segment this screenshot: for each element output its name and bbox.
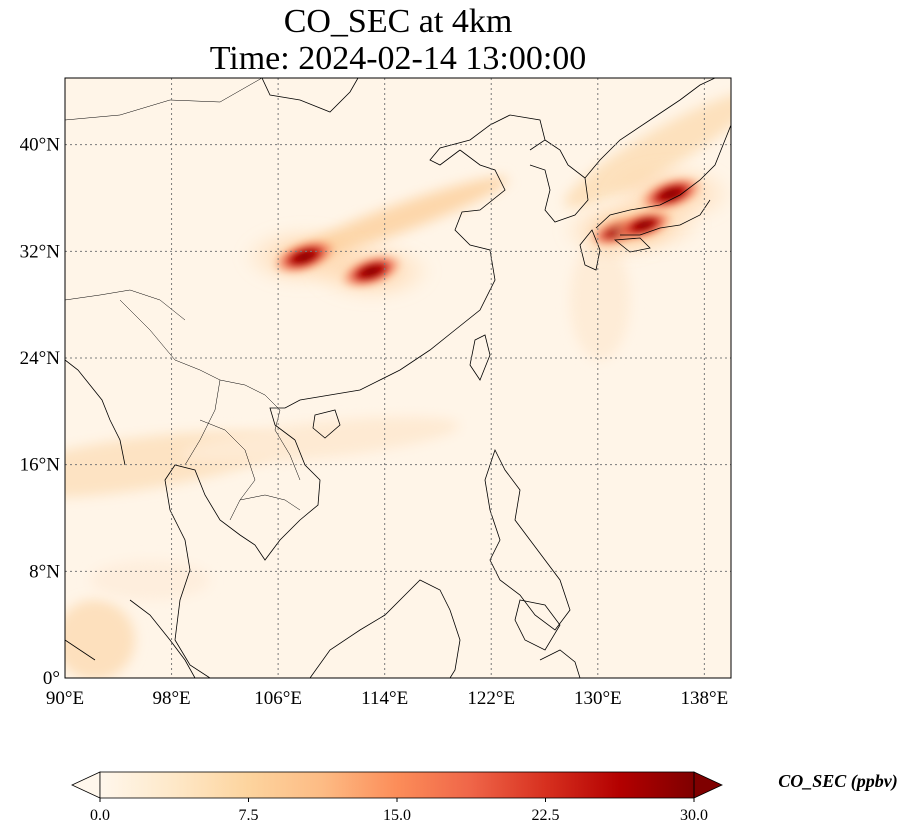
coastline-borneo bbox=[309, 579, 461, 678]
colorbar-tick-label: 15.0 bbox=[383, 807, 411, 824]
colorbar-tick-label: 30.0 bbox=[680, 807, 708, 824]
coastline-china-mainland bbox=[261, 78, 506, 441]
coastline-bohai bbox=[429, 114, 546, 166]
gridlines bbox=[65, 78, 731, 678]
longitude-labels: 90°E 98°E 106°E 114°E 122°E 130°E 138°E bbox=[46, 688, 728, 709]
colorbar-label: CO_SEC (ppbv) bbox=[778, 771, 898, 792]
coastline-hainan bbox=[312, 409, 341, 439]
border-himalaya bbox=[65, 289, 186, 321]
haze-band-sea-of-japan bbox=[564, 92, 731, 208]
colorbar-tick-label: 0.0 bbox=[90, 807, 110, 824]
colorbar-min-extend bbox=[71, 771, 101, 799]
haze-band-south-china-sea bbox=[180, 416, 460, 464]
lon-tick-label: 90°E bbox=[46, 688, 84, 709]
colorbar: 0.0 7.5 15.0 22.5 30.0 CO_SEC (ppbv) bbox=[71, 771, 898, 824]
colorbar-tick-label: 7.5 bbox=[239, 807, 259, 824]
coastline-mindanao bbox=[514, 599, 561, 651]
border-mongolia bbox=[65, 78, 263, 121]
lon-tick-label: 122°E bbox=[467, 688, 515, 709]
plume-layer bbox=[239, 162, 731, 303]
map-title: CO_SEC at 4km bbox=[283, 3, 513, 40]
coastline-indochina bbox=[164, 439, 321, 678]
colorbar-tick-label: 22.5 bbox=[532, 807, 560, 824]
lon-tick-label: 98°E bbox=[152, 688, 190, 709]
colorbar-max-extend bbox=[693, 771, 723, 799]
lon-tick-label: 130°E bbox=[574, 688, 622, 709]
coastline-kyushu bbox=[579, 229, 601, 271]
colorbar-ticks: 0.0 7.5 15.0 22.5 30.0 bbox=[90, 798, 708, 824]
coastline-sulawesi bbox=[539, 649, 581, 678]
border-myanmar bbox=[119, 299, 221, 466]
haze-blob-andaman bbox=[90, 560, 210, 600]
border-laos-vietnam bbox=[219, 379, 301, 481]
haze-blob-sumatra bbox=[65, 600, 135, 678]
co-field bbox=[65, 92, 731, 678]
coastline-russia-east bbox=[584, 78, 716, 179]
lon-tick-label: 138°E bbox=[681, 688, 729, 709]
haze-band-okinawa bbox=[570, 240, 630, 360]
latitude-labels: 0° 8°N 16°N 24°N 32°N 40°N bbox=[20, 135, 61, 689]
coastline-philippines bbox=[484, 448, 571, 631]
lon-tick-label: 114°E bbox=[361, 688, 408, 709]
coastline-shikoku bbox=[613, 237, 651, 253]
coastline-taiwan bbox=[469, 334, 491, 381]
coastline-honshu bbox=[595, 124, 731, 236]
lat-tick-label: 0° bbox=[43, 668, 60, 689]
map-subtitle: Time: 2024-02-14 13:00:00 bbox=[209, 40, 587, 77]
coastline-korea bbox=[529, 139, 589, 223]
lat-tick-label: 32°N bbox=[20, 241, 61, 262]
coastline-sumatra bbox=[65, 599, 196, 678]
border-cambodia bbox=[239, 494, 301, 511]
coastline-bay-of-bengal bbox=[65, 359, 126, 466]
plume-core-japan-kansai bbox=[636, 174, 706, 214]
colorbar-gradient bbox=[100, 772, 694, 798]
lat-tick-label: 8°N bbox=[29, 561, 60, 582]
map-frame bbox=[64, 77, 732, 679]
coastlines bbox=[65, 78, 731, 678]
country-borders bbox=[65, 78, 301, 521]
lat-tick-label: 16°N bbox=[20, 455, 61, 476]
plume-core-central-china-east bbox=[337, 252, 405, 291]
lon-tick-label: 106°E bbox=[254, 688, 302, 709]
lat-tick-label: 40°N bbox=[20, 135, 61, 156]
lat-tick-label: 24°N bbox=[20, 348, 61, 369]
